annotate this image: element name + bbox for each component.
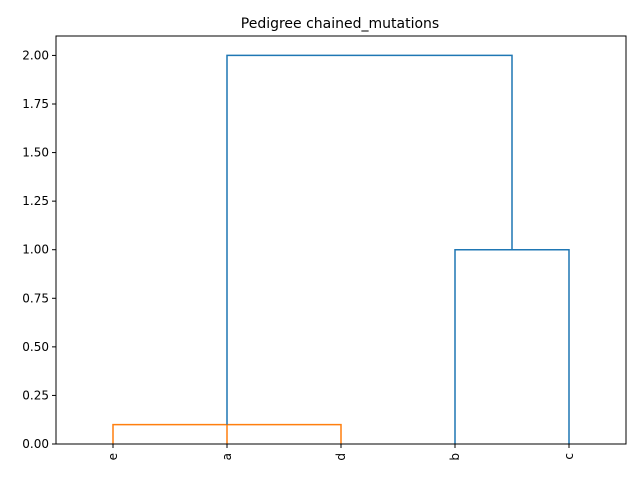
- plot-frame: [55, 35, 627, 445]
- y-tick-label: 0.25: [22, 388, 49, 402]
- leaf-label-b: b: [448, 453, 462, 461]
- y-tick-label: 1.25: [22, 194, 49, 208]
- leaf-label-c: c: [562, 453, 576, 460]
- dendrogram-link-2: [227, 423, 342, 444]
- leaf-label-d: d: [334, 453, 348, 461]
- y-tick-label: 0.50: [22, 340, 49, 354]
- leaf-label-a: a: [220, 453, 234, 460]
- y-tick-label: 1.50: [22, 146, 49, 160]
- dendrogram-link-4: [226, 54, 513, 425]
- chart-title: Pedigree chained_mutations: [241, 16, 439, 32]
- leaf-label-e: e: [106, 453, 120, 460]
- y-tick-label: 1.75: [22, 97, 49, 111]
- dendrogram-links: [112, 54, 570, 444]
- y-tick-label: 0.75: [22, 291, 49, 305]
- dendrogram-link-1: [112, 423, 228, 444]
- y-tick-label: 2.00: [22, 48, 49, 62]
- y-tick-label: 0.00: [22, 437, 49, 451]
- y-axis: 0.00 0.25 0.50 0.75 1.00 1.25 1.50 1.75 2.00: [22, 48, 56, 451]
- y-tick-label: 1.00: [22, 243, 49, 257]
